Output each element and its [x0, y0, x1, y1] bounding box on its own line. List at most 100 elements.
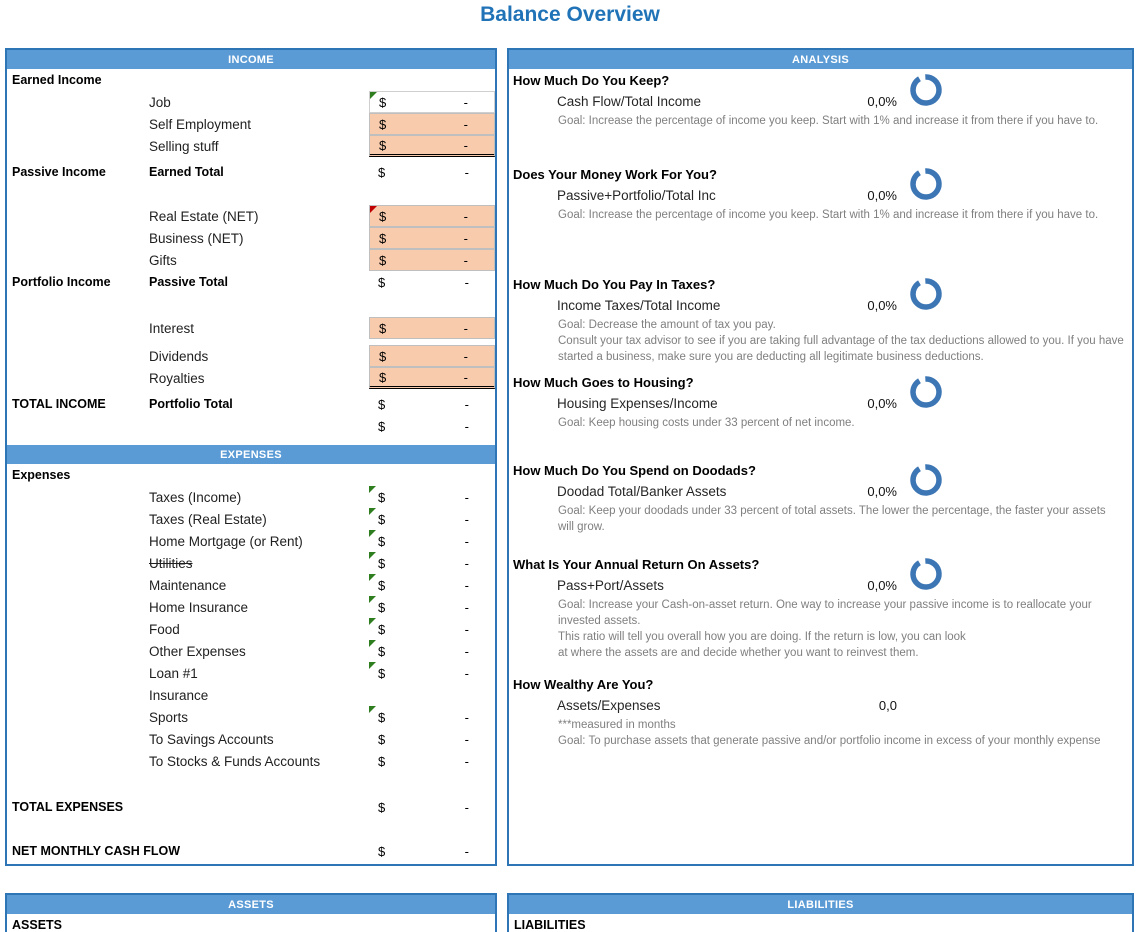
sheet-row: Maintenance $ - [7, 574, 495, 596]
item-label: Gifts [149, 252, 177, 268]
value-cell[interactable]: $ - [369, 205, 495, 227]
cell-value: - [464, 709, 469, 725]
currency-symbol: $ [378, 533, 386, 549]
cell-value: - [464, 396, 469, 412]
value-cell[interactable]: $ - [369, 486, 495, 508]
value-cell[interactable]: $ - [369, 840, 495, 862]
value-cell[interactable]: $ - [369, 508, 495, 530]
item-label: Job [149, 94, 171, 110]
cell-value: - [464, 577, 469, 593]
formula-marker-icon [369, 618, 376, 625]
currency-symbol: $ [378, 489, 386, 505]
value-cell[interactable]: $ - [369, 552, 495, 574]
value-cell[interactable]: $ - [369, 796, 495, 818]
item-label: Taxes (Real Estate) [149, 511, 267, 527]
donut-chart-icon [909, 277, 943, 311]
item-label: To Stocks & Funds Accounts [149, 753, 321, 769]
value-cell[interactable]: $ - [369, 135, 495, 157]
goal-notes: Goal: Decrease the amount of tax you pay… [509, 317, 1132, 365]
value-cell[interactable]: $ - [369, 113, 495, 135]
metric-row: Housing Expenses/Income 0,0% [509, 393, 1132, 415]
formula-marker-icon [369, 662, 376, 669]
value-cell[interactable]: $ - [369, 367, 495, 389]
metric-value: 0,0% [867, 298, 897, 313]
item-label: Other Expenses [149, 643, 246, 659]
metric-label: Housing Expenses/Income [557, 396, 718, 411]
sheet-row: Home Insurance $ - [7, 596, 495, 618]
currency-symbol: $ [378, 799, 386, 815]
cell-value: - [464, 599, 469, 615]
value-cell[interactable]: $ - [369, 728, 495, 750]
sheet-row: TOTAL INCOME Portfolio Total $ - [7, 393, 495, 415]
currency-symbol: $ [378, 843, 386, 859]
sheet-row: Sports $ - [7, 706, 495, 728]
currency-symbol: $ [378, 577, 386, 593]
value-cell[interactable]: $ - [369, 345, 495, 367]
cell-value: - [463, 208, 468, 224]
formula-marker-icon [369, 508, 376, 515]
item-label: Business (NET) [149, 230, 244, 246]
cell-value: - [464, 164, 469, 180]
cell-value: - [463, 230, 468, 246]
cell-value: - [464, 665, 469, 681]
value-cell[interactable]: $ - [369, 249, 495, 271]
cell-value: - [464, 533, 469, 549]
value-cell[interactable]: $ - [369, 317, 495, 339]
value-cell[interactable]: $ - [369, 91, 495, 113]
value-cell[interactable]: $ - [369, 662, 495, 684]
sheet-row: Food $ - [7, 618, 495, 640]
sheet-row: Taxes (Income) $ - [7, 486, 495, 508]
cell-value: - [464, 418, 469, 434]
currency-symbol: $ [379, 116, 387, 132]
goal-notes: ***measured in months Goal: To purchase a… [509, 717, 1132, 749]
cell-value: - [463, 369, 468, 385]
value-cell[interactable]: $ - [369, 530, 495, 552]
goal-notes: Goal: Increase the percentage of income … [509, 207, 1132, 223]
goal-notes: Goal: Keep your doodads under 33 percent… [509, 503, 1132, 535]
metric-label: Income Taxes/Total Income [557, 298, 721, 313]
sheet-row: Self Employment $ - [7, 113, 495, 135]
analysis-section-header: ANALYSIS [509, 50, 1132, 69]
value-cell[interactable]: $ - [369, 750, 495, 772]
formula-marker-icon [369, 706, 376, 713]
analysis-question: How Wealthy Are You? [513, 677, 654, 692]
currency-symbol: $ [378, 731, 386, 747]
goal-note: at where the assets are and decide wheth… [558, 647, 919, 659]
metric-value: 0,0% [867, 94, 897, 109]
empty-cell [369, 69, 495, 91]
analysis-question: Does Your Money Work For You? [513, 167, 717, 182]
value-cell[interactable]: $ - [369, 706, 495, 728]
item-label: Utilities [149, 555, 193, 571]
value-cell[interactable]: $ - [369, 618, 495, 640]
item-label: Loan #1 [149, 665, 198, 681]
donut-chart-icon [909, 375, 943, 409]
currency-symbol: $ [378, 753, 386, 769]
value-cell[interactable]: $ - [369, 227, 495, 249]
value-cell[interactable]: $ - [369, 393, 495, 415]
currency-symbol: $ [378, 643, 386, 659]
goal-note: Goal: Decrease the amount of tax you pay… [558, 319, 776, 331]
value-cell[interactable]: $ - [369, 640, 495, 662]
cell-value: - [464, 643, 469, 659]
sheet-row: Other Expenses $ - [7, 640, 495, 662]
cell-value: - [464, 731, 469, 747]
assets-panel: ASSETS ASSETS [5, 893, 497, 932]
item-label: Passive Total [149, 275, 228, 289]
currency-symbol: $ [379, 137, 387, 153]
goal-note: Goal: Keep housing costs under 33 percen… [558, 417, 855, 429]
value-cell[interactable]: $ - [369, 271, 495, 293]
cell-value: - [464, 489, 469, 505]
value-cell[interactable]: $ - [369, 574, 495, 596]
currency-symbol: $ [378, 274, 386, 290]
sheet-row: Loan #1 $ - [7, 662, 495, 684]
value-cell[interactable]: $ - [369, 596, 495, 618]
analysis-section: How Wealthy Are You? Assets/Expenses 0,0 **… [509, 675, 1132, 749]
analysis-sections: How Much Do You Keep? Cash Flow/Total Inc… [509, 69, 1132, 749]
value-cell[interactable]: $ - [369, 161, 495, 183]
metric-label: Doodad Total/Banker Assets [557, 484, 727, 499]
goal-notes: Goal: Keep housing costs under 33 percen… [509, 415, 1132, 431]
value-cell[interactable]: $ - [369, 415, 495, 437]
sheet-row: Real Estate (NET) $ - [7, 205, 495, 227]
item-label: Interest [149, 320, 195, 336]
